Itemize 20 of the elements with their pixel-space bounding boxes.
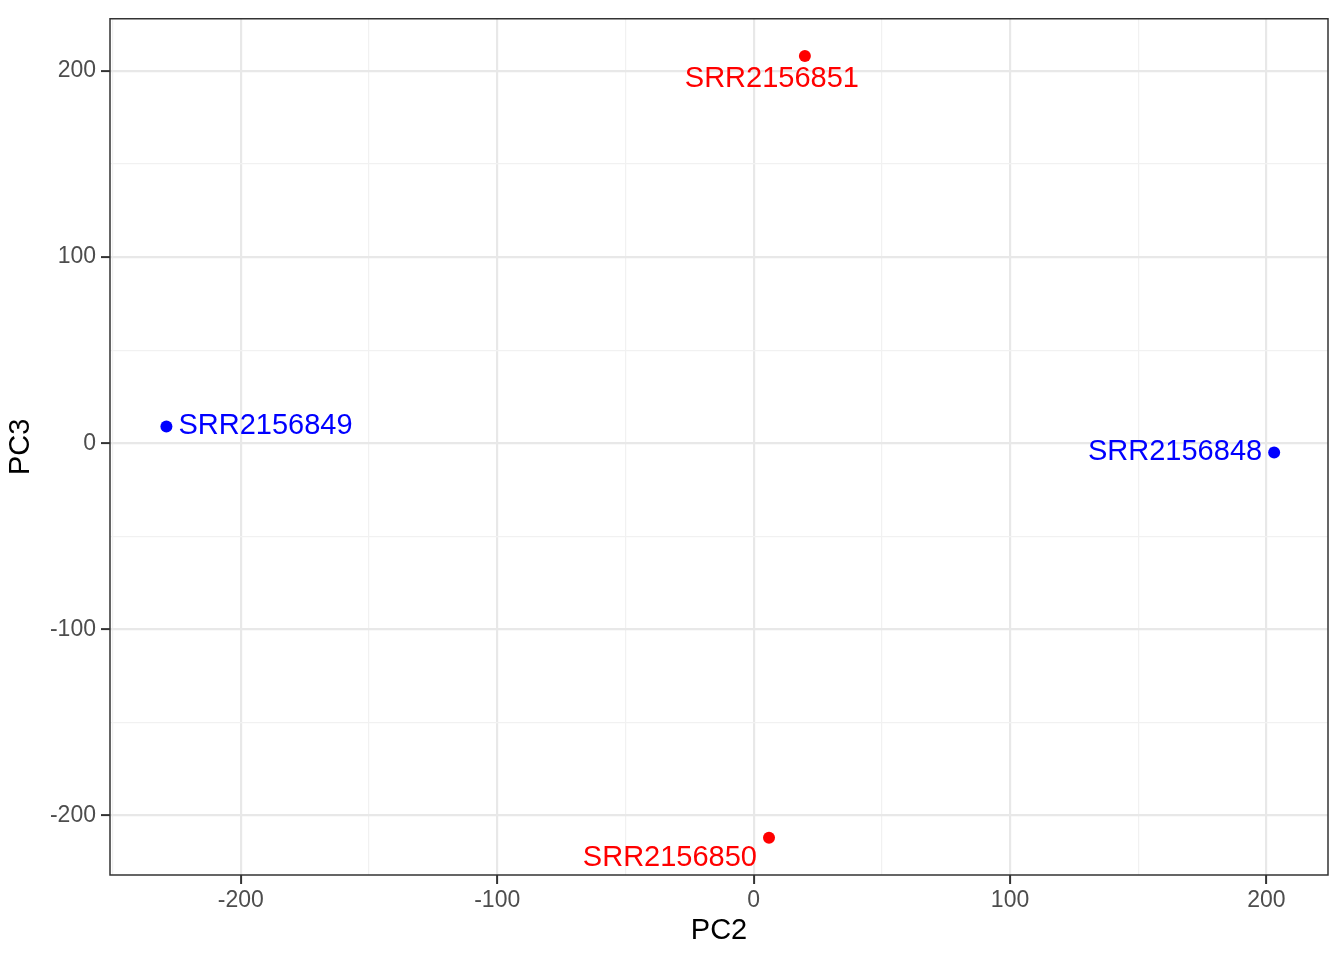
point: [798, 50, 811, 63]
y-tick-label: -100: [49, 614, 96, 641]
y-tick-label: 0: [83, 428, 96, 455]
point: [1268, 446, 1281, 459]
point: [160, 420, 173, 433]
series-label: SRR2156849: [178, 408, 353, 441]
x-tick-label: 0: [747, 886, 761, 913]
x-tick-label: 100: [990, 886, 1030, 913]
y-tick-label: 200: [57, 56, 96, 83]
y-axis-title: PC3: [3, 418, 36, 476]
y-tick-label: 100: [57, 242, 96, 269]
series-label: SRR2156851: [684, 60, 859, 93]
x-tick-label: -200: [217, 886, 264, 913]
y-tick-label: -200: [49, 800, 96, 827]
x-tick-label: 200: [1247, 886, 1286, 913]
x-axis-title: PC2: [690, 912, 748, 945]
series-label: SRR2156850: [582, 840, 757, 873]
series-label: SRR2156848: [1088, 434, 1263, 467]
x-tick-label: -100: [474, 886, 521, 913]
point: [763, 831, 775, 844]
